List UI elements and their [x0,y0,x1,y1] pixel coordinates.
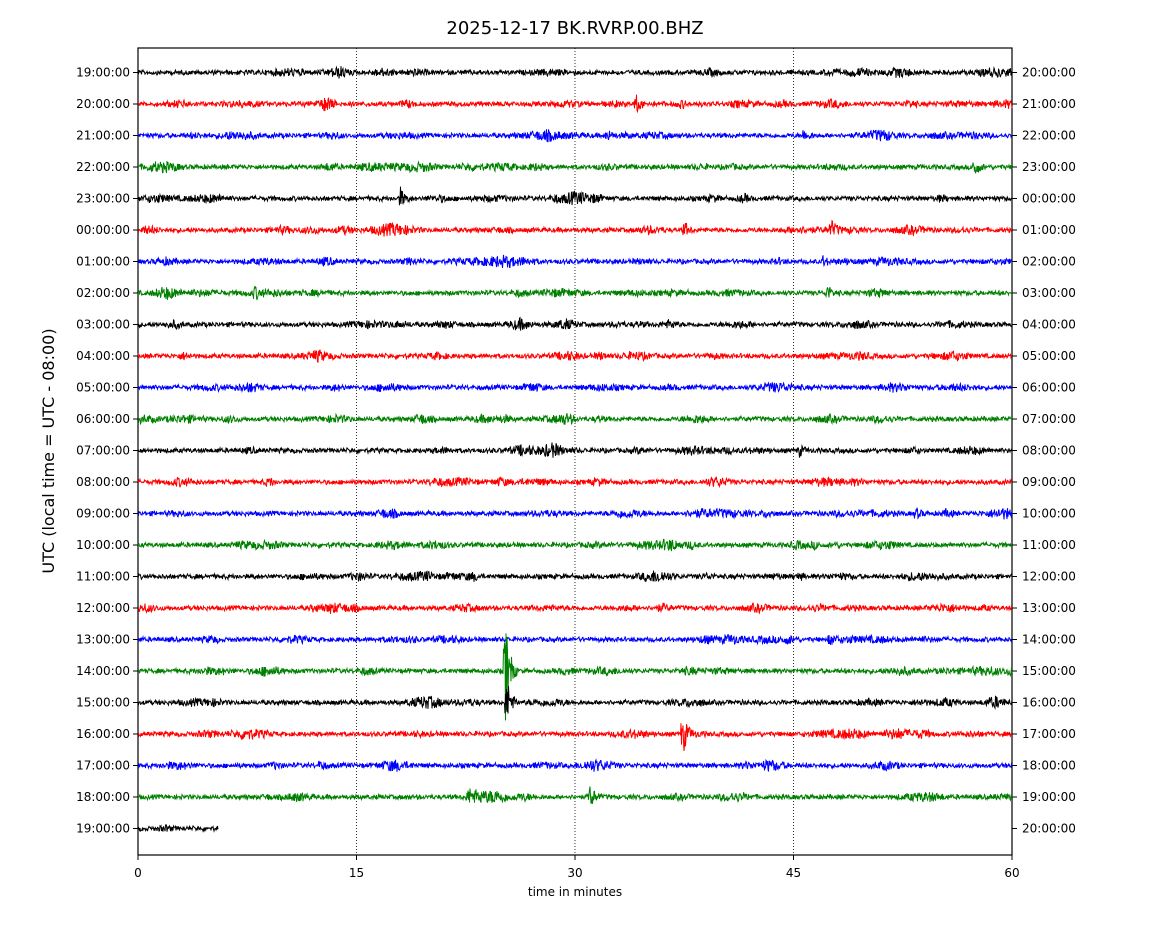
right-time-label: 00:00:00 [1022,192,1076,206]
x-tick-label: 45 [786,866,801,880]
trace-row [137,349,1013,363]
x-tick-label: 60 [1004,866,1019,880]
right-time-label: 12:00:00 [1022,570,1076,584]
trace-row [137,254,1013,269]
left-time-label: 12:00:00 [76,601,130,615]
right-time-label: 23:00:00 [1022,160,1076,174]
right-time-label: 20:00:00 [1022,66,1076,80]
right-time-label: 08:00:00 [1022,444,1076,458]
trace-row [137,186,1013,206]
left-time-label: 08:00:00 [76,475,130,489]
trace-row [137,442,1013,458]
right-time-label: 13:00:00 [1022,601,1076,615]
left-time-label: 20:00:00 [76,97,130,111]
left-time-label: 00:00:00 [76,223,130,237]
trace-row [137,65,1013,79]
trace-row [137,129,1013,143]
right-time-axis: 20:00:00 21:00:00 22:00:00 23:00:00 00:00:00… [1012,66,1076,836]
right-time-label: 20:00:00 [1022,822,1076,836]
left-time-label: 10:00:00 [76,538,130,552]
x-tick-label: 0 [134,866,142,880]
left-time-label: 19:00:00 [76,822,130,836]
left-time-label: 18:00:00 [76,790,130,804]
trace-row [137,160,1013,174]
left-time-label: 17:00:00 [76,759,130,773]
trace-row [137,412,1013,426]
y-axis-label: UTC (local time = UTC - 08:00) [39,328,58,573]
left-time-label: 14:00:00 [76,664,130,678]
left-time-label: 01:00:00 [76,255,130,269]
right-time-label: 07:00:00 [1022,412,1076,426]
right-time-label: 18:00:00 [1022,759,1076,773]
trace-row [137,786,1013,804]
left-time-label: 07:00:00 [76,444,130,458]
right-time-label: 17:00:00 [1022,727,1076,741]
right-time-label: 16:00:00 [1022,696,1076,710]
left-time-label: 22:00:00 [76,160,130,174]
right-time-label: 09:00:00 [1022,475,1076,489]
left-time-label: 23:00:00 [76,192,130,206]
trace-row [137,94,1013,114]
left-time-label: 04:00:00 [76,349,130,363]
left-time-label: 03:00:00 [76,318,130,332]
right-time-label: 02:00:00 [1022,255,1076,269]
right-time-label: 04:00:00 [1022,318,1076,332]
seismic-traces [137,65,1013,833]
grid-lines [356,48,794,855]
trace-row [137,316,1013,331]
trace-row [137,723,1013,752]
trace-row [137,507,1013,520]
left-time-label: 05:00:00 [76,381,130,395]
trace-row [137,538,1013,552]
trace-row [137,602,1013,615]
right-time-label: 06:00:00 [1022,381,1076,395]
x-tick-label: 15 [349,866,364,880]
left-time-label: 06:00:00 [76,412,130,426]
trace-row [137,633,1013,721]
right-time-label: 03:00:00 [1022,286,1076,300]
left-time-label: 21:00:00 [76,129,130,143]
x-tick-label: 30 [567,866,582,880]
left-time-label: 13:00:00 [76,633,130,647]
left-time-axis: 19:00:00 20:00:00 21:00:00 22:00:00 23:00:00… [76,66,138,836]
right-time-label: 10:00:00 [1022,507,1076,521]
trace-row [137,285,1013,301]
trace-row [137,219,1013,237]
left-time-label: 15:00:00 [76,696,130,710]
right-time-label: 22:00:00 [1022,129,1076,143]
x-axis: 0 15 30 45 60 [134,855,1020,880]
trace-row [137,758,1013,772]
x-axis-label: time in minutes [528,885,622,899]
right-time-label: 11:00:00 [1022,538,1076,552]
right-time-label: 19:00:00 [1022,790,1076,804]
right-time-label: 14:00:00 [1022,633,1076,647]
trace-row [137,686,1013,714]
left-time-label: 19:00:00 [76,66,130,80]
right-time-label: 01:00:00 [1022,223,1076,237]
chart-title: 2025-12-17 BK.RVRP.00.BHZ [446,18,703,39]
left-time-label: 16:00:00 [76,727,130,741]
right-time-label: 21:00:00 [1022,97,1076,111]
right-time-label: 15:00:00 [1022,664,1076,678]
trace-row [137,476,1012,489]
left-time-label: 02:00:00 [76,286,130,300]
trace-row [137,823,219,833]
left-time-label: 09:00:00 [76,507,130,521]
trace-row [137,570,1013,583]
right-time-label: 05:00:00 [1022,349,1076,363]
trace-row [137,633,1013,646]
left-time-label: 11:00:00 [76,570,130,584]
trace-row [137,381,1013,393]
